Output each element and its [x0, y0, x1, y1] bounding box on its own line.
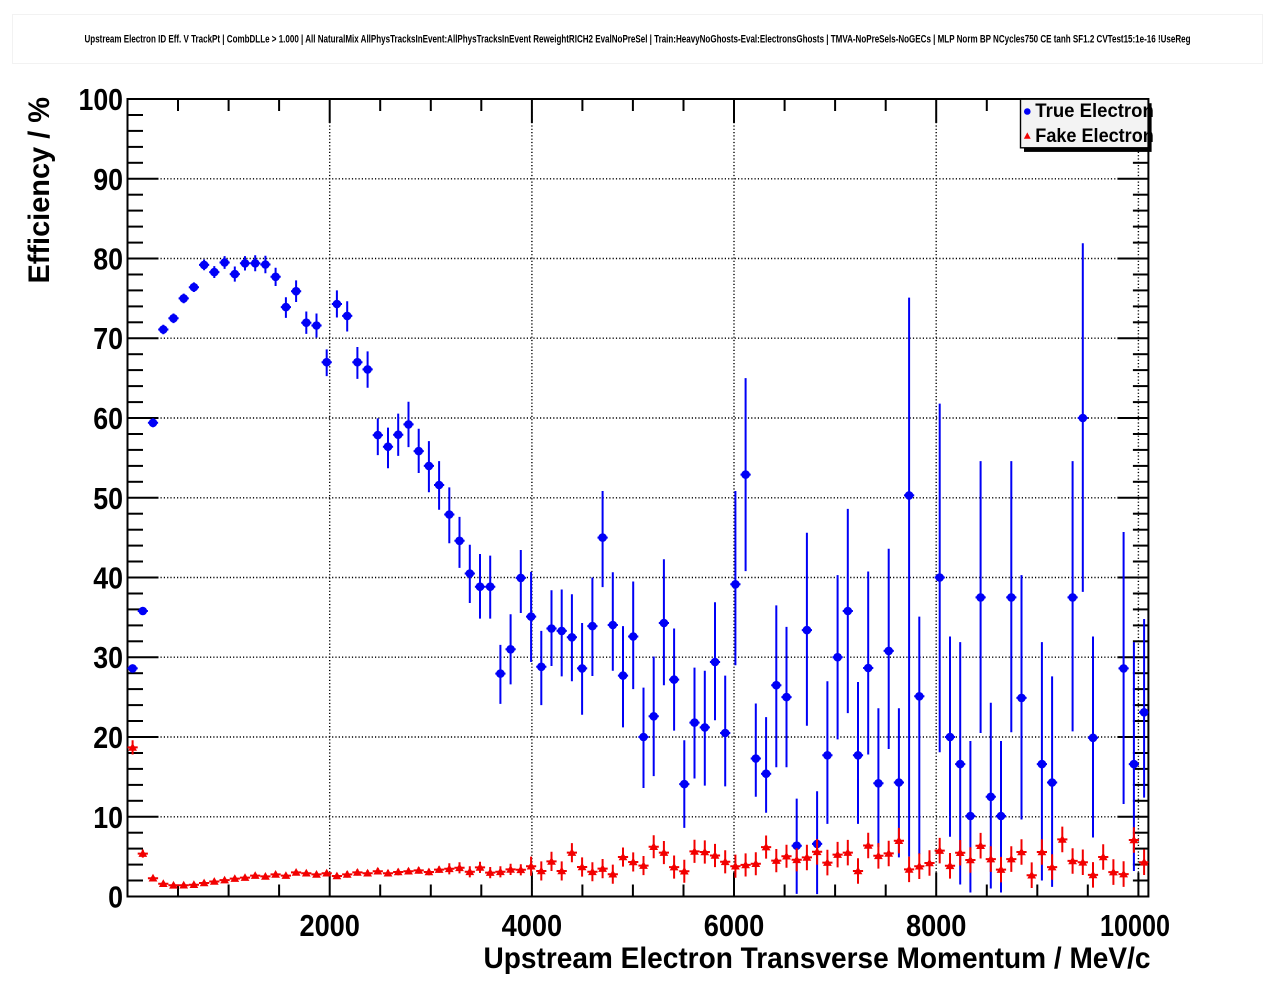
svg-text:10000: 10000: [1100, 908, 1170, 943]
svg-text:2000: 2000: [299, 908, 360, 943]
svg-text:70: 70: [93, 321, 123, 356]
svg-text:Efficiency / %: Efficiency / %: [23, 97, 56, 284]
svg-text:Fake Electron: Fake Electron: [1035, 126, 1154, 147]
svg-text:4000: 4000: [502, 908, 563, 943]
svg-text:8000: 8000: [906, 908, 967, 943]
svg-text:90: 90: [93, 162, 123, 197]
svg-text:0: 0: [108, 880, 123, 915]
svg-text:10: 10: [93, 800, 123, 835]
svg-text:30: 30: [93, 640, 123, 675]
svg-text:100: 100: [79, 82, 124, 117]
svg-text:80: 80: [93, 242, 123, 277]
svg-text:6000: 6000: [704, 908, 765, 943]
svg-text:20: 20: [93, 720, 123, 755]
svg-text:Upstream Electron ID Eff. V Tr: Upstream Electron ID Eff. V TrackPt | Co…: [85, 33, 1191, 45]
svg-text:True Electron: True Electron: [1035, 101, 1154, 122]
svg-text:Upstream Electron Transverse M: Upstream Electron Transverse Momentum / …: [484, 942, 1151, 975]
svg-text:40: 40: [93, 561, 123, 596]
svg-text:60: 60: [93, 401, 123, 436]
svg-text:50: 50: [93, 481, 123, 516]
